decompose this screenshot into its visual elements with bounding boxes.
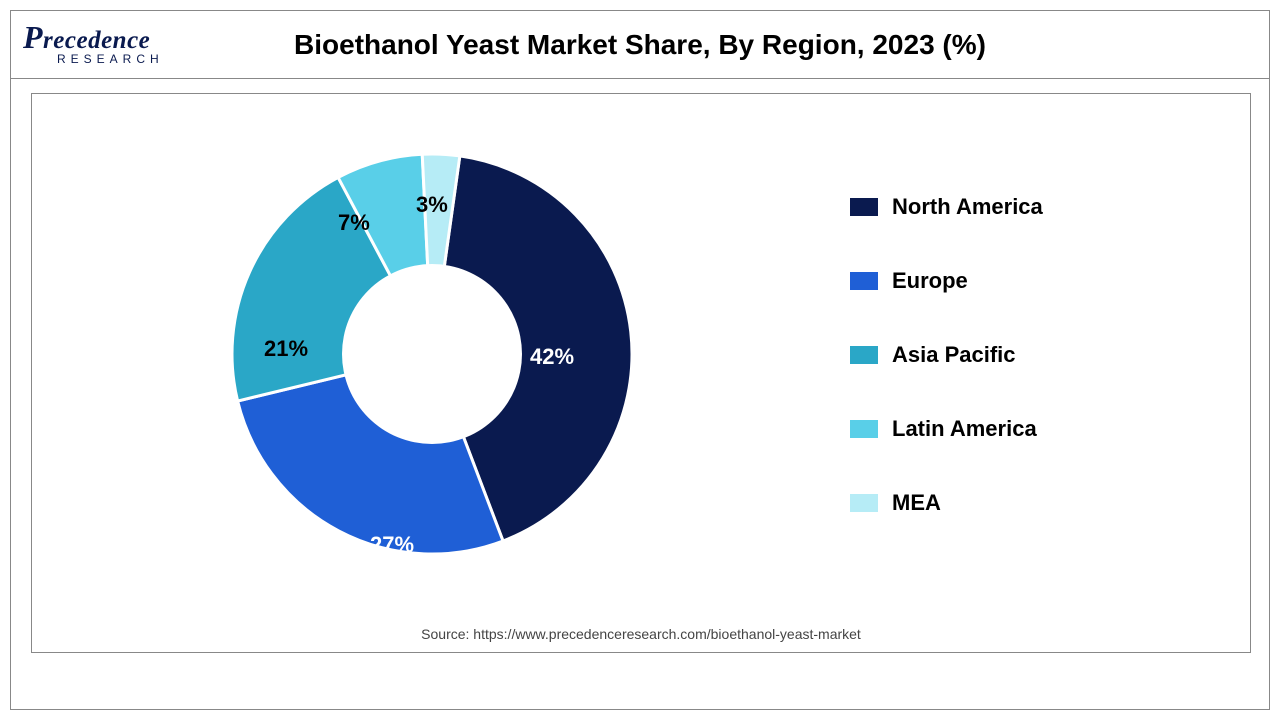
legend-swatch <box>850 494 878 512</box>
legend-label: Latin America <box>892 416 1037 442</box>
chart-body: 42% 27% 21% 7% 3% North America Europe Asia Pa… <box>31 93 1251 653</box>
legend-item: Asia Pacific <box>850 342 1130 368</box>
logo-main-text: Precedence <box>23 19 203 56</box>
legend: North America Europe Asia Pacific Latin Ame… <box>850 194 1130 564</box>
legend-swatch <box>850 272 878 290</box>
legend-item: Latin America <box>850 416 1130 442</box>
header-bar: Precedence RESEARCH Bioethanol Yeast Mar… <box>11 11 1269 79</box>
donut-chart: 42% 27% 21% 7% 3% <box>222 144 642 564</box>
legend-label: Europe <box>892 268 968 294</box>
legend-item: Europe <box>850 268 1130 294</box>
slice-label: 21% <box>264 336 308 362</box>
outer-frame: Precedence RESEARCH Bioethanol Yeast Mar… <box>10 10 1270 710</box>
legend-item: North America <box>850 194 1130 220</box>
legend-label: Asia Pacific <box>892 342 1016 368</box>
logo-main-rest: recedence <box>43 27 150 54</box>
source-line: Source: https://www.precedenceresearch.c… <box>32 626 1250 642</box>
legend-swatch <box>850 346 878 364</box>
legend-item: MEA <box>850 490 1130 516</box>
legend-swatch <box>850 198 878 216</box>
brand-logo: Precedence RESEARCH <box>23 19 203 66</box>
legend-swatch <box>850 420 878 438</box>
logo-sub-text: RESEARCH <box>57 52 203 66</box>
legend-label: MEA <box>892 490 941 516</box>
slice-label: 42% <box>530 344 574 370</box>
legend-label: North America <box>892 194 1043 220</box>
slice-label: 7% <box>338 210 370 236</box>
slice-label: 3% <box>416 192 448 218</box>
slice-label: 27% <box>370 532 414 558</box>
